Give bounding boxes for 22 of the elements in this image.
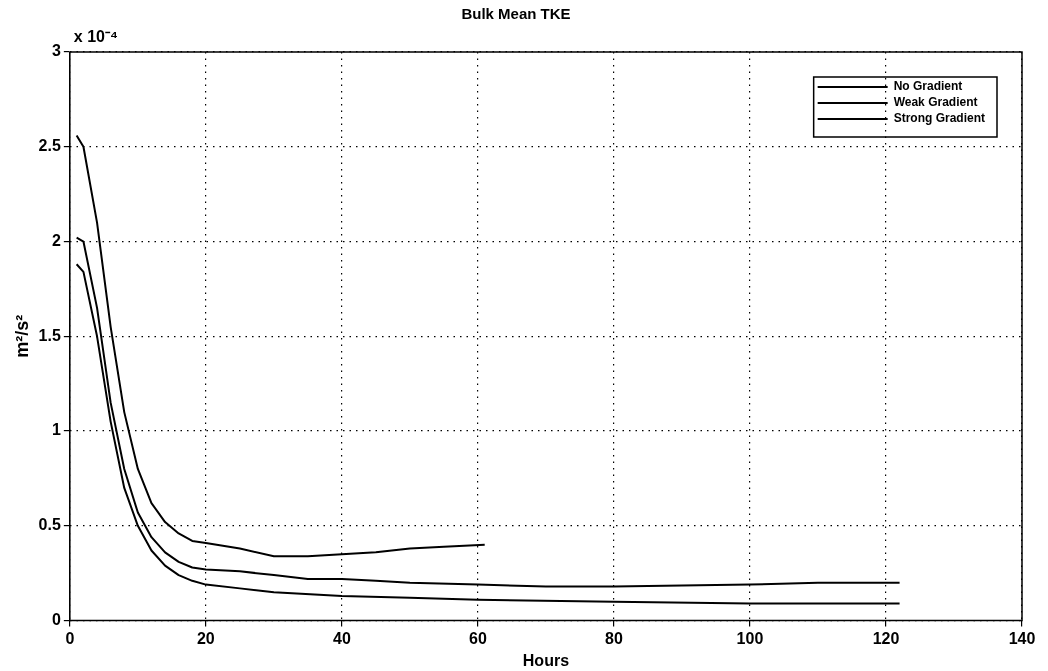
x-tick-label: 120 — [872, 629, 900, 647]
y-tick-label: 0.5 — [38, 516, 61, 534]
x-axis-title: Hours — [522, 651, 570, 669]
y-tick-label: 2 — [51, 231, 61, 249]
x-tick-label: 100 — [736, 629, 764, 647]
text: Strong Gradient — [893, 111, 986, 126]
y-axis-title: m²/s² — [11, 314, 32, 358]
x-tick-label: 0 — [65, 629, 75, 647]
text: No Gradient — [893, 79, 963, 94]
y-tick-label: 1 — [51, 421, 61, 439]
chart-title: Bulk Mean TKE — [461, 5, 571, 23]
x-tick-label: 20 — [196, 629, 215, 647]
y-tick-label: 2.5 — [38, 137, 61, 155]
y-tick-label: 1.5 — [38, 326, 61, 344]
y-tick-label: 3 — [51, 42, 61, 60]
x-tick-label: 40 — [332, 629, 351, 647]
x-tick-label: 80 — [605, 629, 623, 647]
text: x 10⁻⁴ — [73, 28, 118, 46]
y-tick-label: 0 — [51, 611, 61, 629]
x-tick-label: 60 — [469, 629, 487, 647]
text: Weak Gradient — [893, 95, 978, 110]
x-tick-label: 140 — [1008, 629, 1036, 647]
